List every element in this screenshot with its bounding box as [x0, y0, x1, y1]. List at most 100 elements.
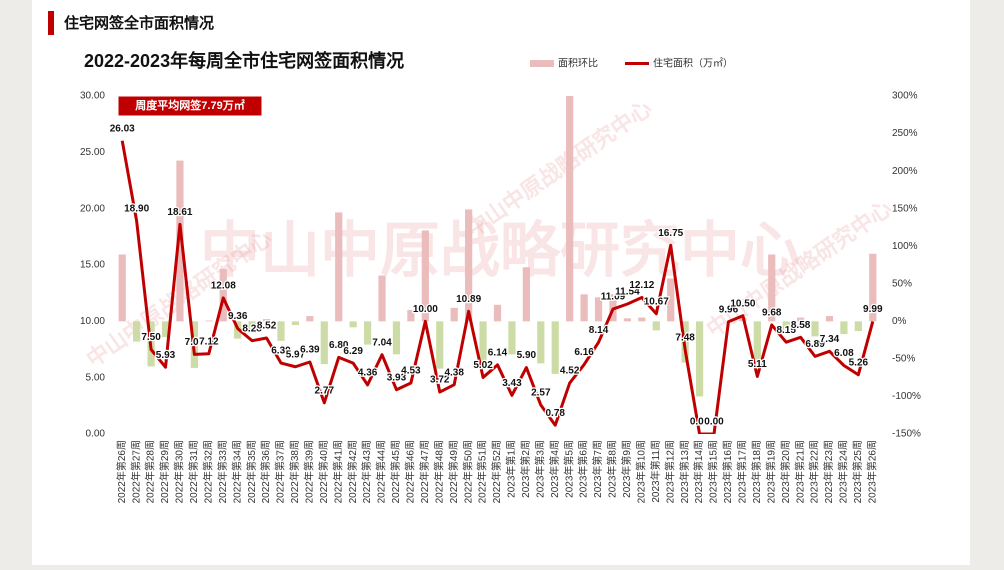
- bar: [436, 321, 444, 369]
- data-label: 0.00: [704, 417, 724, 428]
- x-tick-label: 2023年第8周: [606, 440, 619, 498]
- legend-label: 住宅面积（万㎡）: [653, 57, 733, 70]
- data-label: 3.43: [502, 378, 522, 389]
- bar: [248, 321, 256, 331]
- card: [32, 0, 970, 565]
- data-label: 7.07: [185, 337, 205, 348]
- x-tick-label: 2023年第14周: [692, 440, 705, 503]
- bar: [176, 160, 184, 322]
- bar: [479, 321, 487, 362]
- x-tick-label: 2022年第36周: [259, 440, 272, 503]
- x-tick-label: 2022年第27周: [129, 440, 142, 503]
- y-tick-label: 30.00: [80, 91, 105, 102]
- bar: [782, 321, 790, 334]
- data-label: 11.09: [601, 292, 626, 303]
- bar: [493, 304, 502, 322]
- bar: [753, 321, 761, 360]
- y-tick-label: 0.00: [86, 429, 106, 440]
- bar: [840, 321, 848, 335]
- x-tick-label: 2022年第37周: [274, 440, 287, 503]
- bar: [392, 321, 401, 355]
- bar: [797, 317, 805, 322]
- data-label: 10.67: [644, 296, 669, 307]
- x-tick-label: 2023年第11周: [649, 440, 662, 503]
- bar: [522, 267, 530, 322]
- x-tick-label: 2023年第25周: [851, 440, 864, 503]
- data-label: 6.39: [300, 345, 320, 356]
- x-tick-label: 2022年第26周: [115, 440, 128, 503]
- annotation-box: [117, 95, 263, 117]
- x-tick-label: 2022年第41周: [331, 440, 344, 503]
- data-label: 6.16: [574, 347, 594, 358]
- annotation: 周度平均网签7.79万㎡: [135, 98, 244, 112]
- data-label: 4.53: [401, 366, 421, 377]
- x-tick-label: 2022年第29周: [158, 440, 171, 503]
- data-label: 8.28: [242, 323, 262, 334]
- data-label: 12.08: [211, 281, 236, 292]
- x-tick-label: 2023年第9周: [620, 440, 633, 498]
- bar: [262, 319, 271, 322]
- bar: [161, 321, 170, 338]
- data-label: 4.36: [358, 368, 378, 379]
- bar: [378, 275, 386, 322]
- data-label: 10.89: [456, 294, 481, 305]
- data-label: 9.36: [228, 311, 248, 322]
- data-label: 6.08: [834, 348, 854, 359]
- bar: [306, 316, 314, 322]
- line: [120, 140, 875, 434]
- bar: [465, 209, 473, 322]
- x-tick-label: 2023年第22周: [808, 440, 821, 503]
- y-tick-label: 15.00: [80, 260, 105, 271]
- bar: [638, 317, 646, 322]
- x-tick-label: 2023年第13周: [678, 440, 691, 503]
- bar: [508, 321, 516, 355]
- y2-tick-label: 300%: [892, 91, 918, 102]
- x-tick-label: 2022年第44周: [375, 440, 388, 503]
- x-tick-label: 2022年第48周: [432, 440, 445, 503]
- data-label: 2.57: [531, 388, 551, 399]
- data-label: 8.15: [776, 325, 796, 336]
- y2-tick-label: -100%: [892, 391, 921, 402]
- bar: [854, 321, 862, 332]
- x-tick-label: 2022年第30周: [173, 440, 186, 503]
- data-label: 0.00: [690, 417, 710, 428]
- x-tick-label: 2022年第51周: [476, 440, 489, 503]
- y2-tick-label: -150%: [892, 429, 921, 440]
- data-label: 6.30: [271, 346, 291, 357]
- chart-title: 2022-2023年每周全市住宅网签面积情况: [84, 50, 404, 71]
- data-label: 5.02: [473, 360, 493, 371]
- data-label: 8.14: [589, 325, 609, 336]
- data-label: 5.90: [517, 350, 537, 361]
- x-tick-label: 2023年第2周: [519, 440, 532, 498]
- x-tick-label: 2023年第21周: [793, 440, 806, 503]
- x-tick-label: 2023年第26周: [865, 440, 878, 503]
- data-label: 6.89: [805, 339, 825, 350]
- x-tick-label: 2023年第18周: [750, 440, 763, 503]
- bar: [277, 321, 285, 341]
- bar: [133, 321, 141, 342]
- data-label: 5.93: [156, 350, 176, 361]
- data-label: 3.72: [430, 375, 450, 386]
- x-tick-label: 2023年第20周: [779, 440, 792, 503]
- data-label: 0.78: [546, 408, 566, 419]
- x-tick-label: 2023年第5周: [562, 440, 575, 498]
- y-tick-label: 25.00: [80, 147, 105, 158]
- bar: [580, 294, 588, 322]
- data-label: 4.52: [560, 366, 580, 377]
- data-label: 3.93: [387, 372, 407, 383]
- data-label: 7.12: [199, 336, 219, 347]
- x-tick-label: 2022年第46周: [404, 440, 417, 503]
- bar: [537, 321, 545, 364]
- data-label: 7.04: [372, 337, 392, 348]
- data-label: 6.29: [343, 346, 363, 357]
- x-tick-label: 2022年第49周: [447, 440, 460, 503]
- data-label: 8.52: [257, 321, 277, 332]
- x-tick-label: 2023年第15周: [707, 440, 720, 503]
- bar: [869, 253, 877, 322]
- data-label: 12.12: [629, 280, 654, 291]
- bar: [594, 297, 603, 322]
- y2-tick-label: 150%: [892, 203, 918, 214]
- bar: [811, 321, 819, 337]
- bar: [407, 310, 415, 322]
